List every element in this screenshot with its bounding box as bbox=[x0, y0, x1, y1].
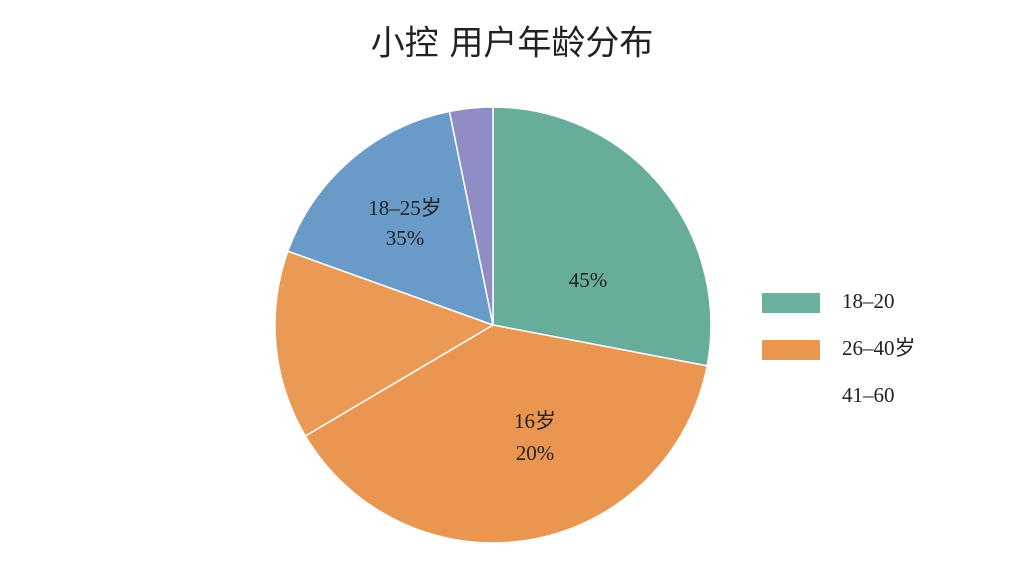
slice-label: 20% bbox=[516, 441, 555, 465]
chart-title: 小控 用户年龄分布 bbox=[371, 24, 654, 64]
slice-label: 35% bbox=[386, 226, 425, 250]
legend-label: 18–20 bbox=[842, 289, 895, 313]
pie-slice bbox=[492, 106, 712, 367]
legend-swatch bbox=[762, 293, 820, 313]
legend-swatch bbox=[762, 340, 820, 360]
slice-label: 45% bbox=[569, 268, 608, 292]
legend-label: 26–40岁 bbox=[842, 336, 916, 360]
legend-label: 41–60 bbox=[842, 383, 895, 407]
slice-label: 16岁 bbox=[514, 409, 556, 433]
pie-slice bbox=[286, 110, 495, 327]
slice-label: 18–25岁 bbox=[368, 196, 442, 220]
pie-slice bbox=[448, 106, 494, 326]
pie-slice bbox=[274, 250, 495, 437]
pie-slice bbox=[304, 324, 709, 544]
